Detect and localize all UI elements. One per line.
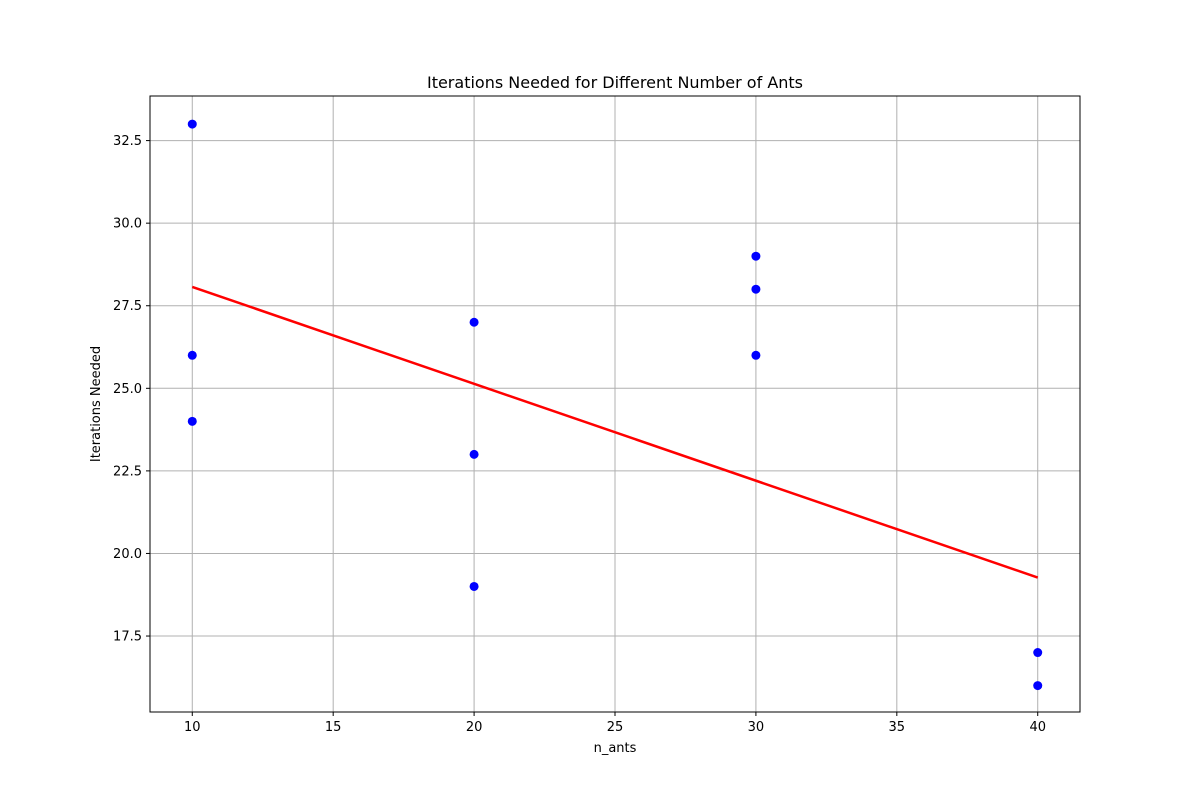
y-tick-label: 17.5 bbox=[113, 630, 142, 645]
scatter-point bbox=[187, 119, 197, 129]
chart-title: Iterations Needed for Different Number o… bbox=[427, 73, 803, 92]
x-tick-label: 30 bbox=[748, 720, 765, 735]
x-tick-label: 10 bbox=[184, 720, 201, 735]
y-tick-label: 22.5 bbox=[113, 464, 142, 479]
scatter-point bbox=[751, 251, 761, 261]
x-tick-label: 15 bbox=[325, 720, 342, 735]
y-tick-label: 27.5 bbox=[113, 299, 142, 314]
y-tick-label: 20.0 bbox=[113, 547, 142, 562]
scatter-point bbox=[469, 581, 479, 591]
grid-layer bbox=[150, 96, 1080, 712]
x-axis-title: n_ants bbox=[594, 741, 637, 756]
scatter-point bbox=[187, 416, 197, 426]
x-tick-label: 25 bbox=[607, 720, 624, 735]
scatter-point bbox=[751, 350, 761, 360]
scatter-point bbox=[1033, 681, 1043, 691]
trend-line bbox=[191, 285, 1039, 579]
y-tick-label: 25.0 bbox=[113, 382, 142, 397]
x-tick-label: 20 bbox=[466, 720, 483, 735]
x-tick-label: 35 bbox=[889, 720, 906, 735]
scatter-point bbox=[469, 317, 479, 327]
scatter-point bbox=[1033, 648, 1043, 658]
scatter-point bbox=[187, 350, 197, 360]
scatter-point bbox=[751, 284, 761, 294]
x-tick-label: 40 bbox=[1029, 720, 1046, 735]
scatter-point bbox=[469, 449, 479, 459]
y-tick-label: 30.0 bbox=[113, 217, 142, 232]
y-tick-label: 32.5 bbox=[113, 134, 142, 149]
y-axis-title: Iterations Needed bbox=[89, 346, 104, 462]
series-layer bbox=[187, 119, 1043, 691]
tick-layer: 10 15 20 25 30 35 40 17.5 20.0 22.5 25.0 27.5 30.0 32… bbox=[113, 134, 1046, 735]
